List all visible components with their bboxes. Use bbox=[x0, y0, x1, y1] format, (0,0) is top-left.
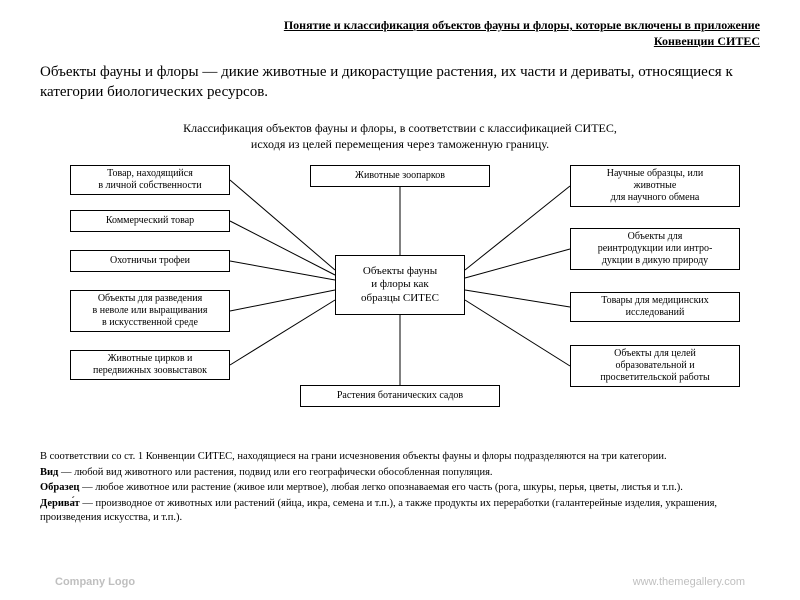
diagram-node: Коммерческий товар bbox=[70, 210, 230, 232]
footer-url: www.themegallery.com bbox=[633, 576, 745, 588]
diagram-node: Научные образцы, илиживотныедля научного… bbox=[570, 165, 740, 207]
diagram-node: Объекты фауныи флоры какобразцы СИТЕС bbox=[335, 255, 465, 315]
def-line-categories: В соответствии со ст. 1 Конвенции СИТЕС,… bbox=[40, 450, 760, 464]
subheading-line-2: исходя из целей перемещения через таможе… bbox=[251, 137, 549, 151]
diagram-node: Охотничьи трофеи bbox=[70, 250, 230, 272]
page-title: Понятие и классификация объектов фауны и… bbox=[280, 18, 760, 49]
def-obrazec-text: — любое животное или растение (живое или… bbox=[79, 482, 682, 493]
classification-diagram: Объекты фауныи флоры какобразцы СИТЕС Тов… bbox=[40, 160, 760, 435]
def-derivat-text: — производное от животных или растений (… bbox=[40, 498, 717, 523]
diagram-node: Товар, находящийсяв личной собственности bbox=[70, 165, 230, 195]
def-vid-term: Вид bbox=[40, 467, 58, 478]
definitions-block: В соответствии со ст. 1 Конвенции СИТЕС,… bbox=[40, 450, 760, 526]
def-obrazec-term: Образец bbox=[40, 482, 79, 493]
diagram-node: Объекты дляреинтродукции или интро-дукци… bbox=[570, 228, 740, 270]
def-vid-text: — любой вид животного или растения, подв… bbox=[58, 467, 492, 478]
diagram-node: Товары для медицинскихисследований bbox=[570, 292, 740, 322]
def-derivat: Дерива́т — производное от животных или р… bbox=[40, 497, 760, 524]
intro-text: Объекты фауны и флоры — дикие животные и… bbox=[40, 62, 760, 103]
def-vid: Вид — любой вид животного или растения, … bbox=[40, 466, 760, 480]
footer-company-logo: Company Logo bbox=[55, 576, 135, 588]
def-obrazec: Образец — любое животное или растение (ж… bbox=[40, 481, 760, 495]
diagram-node: Растения ботанических садов bbox=[300, 385, 500, 407]
subheading-line-1: Классификация объектов фауны и флоры, в … bbox=[183, 121, 617, 135]
diagram-subheading: Классификация объектов фауны и флоры, в … bbox=[40, 120, 760, 152]
diagram-node: Животные цирков ипередвижных зоовыставок bbox=[70, 350, 230, 380]
diagram-node: Животные зоопарков bbox=[310, 165, 490, 187]
diagram-node: Объекты для целейобразовательной ипросве… bbox=[570, 345, 740, 387]
def-derivat-term: Дерива́т bbox=[40, 498, 80, 509]
diagram-node: Объекты для разведенияв неволе или выращ… bbox=[70, 290, 230, 332]
